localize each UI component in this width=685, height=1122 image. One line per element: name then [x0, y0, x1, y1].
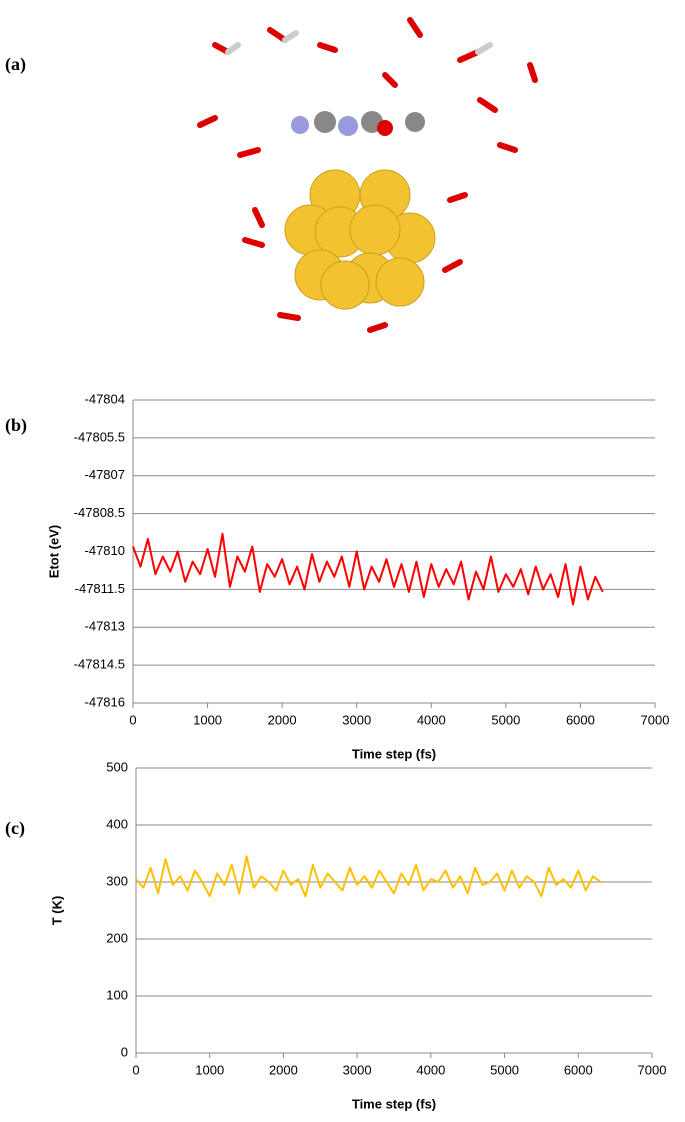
y-tick-label: -47811.5	[75, 581, 125, 596]
x-tick-label: 1000	[195, 1062, 224, 1077]
y-tick-label: 200	[106, 930, 128, 945]
y-axis-title: Etot (eV)	[46, 525, 61, 578]
panel-label: (b)	[5, 415, 27, 436]
x-axis-title: Time step (fs)	[352, 746, 436, 761]
y-tick-label: 400	[106, 816, 128, 831]
y-tick-label: -47813	[85, 619, 125, 634]
x-tick-label: 0	[132, 1062, 139, 1077]
y-axis-title: T (K)	[49, 896, 64, 926]
x-tick-label: 4000	[417, 712, 446, 727]
y-tick-label: -47805.5	[74, 429, 125, 444]
molecular-snapshot	[197, 17, 538, 333]
x-tick-label: 5000	[490, 1062, 519, 1077]
y-tick-label: -47807	[85, 467, 125, 482]
y-tick-label: -47808.5	[74, 505, 125, 520]
x-tick-label: 7000	[641, 712, 670, 727]
x-tick-label: 0	[129, 712, 136, 727]
x-tick-label: 4000	[416, 1062, 445, 1077]
x-tick-label: 6000	[566, 712, 595, 727]
y-tick-label: -47804	[85, 391, 125, 406]
x-tick-label: 6000	[564, 1062, 593, 1077]
x-tick-label: 3000	[342, 712, 371, 727]
x-tick-label: 1000	[193, 712, 222, 727]
x-tick-label: 2000	[268, 712, 297, 727]
data-line	[135, 855, 602, 898]
x-tick-label: 7000	[638, 1062, 667, 1077]
x-tick-label: 5000	[491, 712, 520, 727]
y-tick-label: 100	[106, 987, 128, 1002]
x-tick-label: 3000	[343, 1062, 372, 1077]
y-tick-label: -47816	[85, 694, 125, 709]
data-line	[132, 532, 604, 606]
panel-label: (a)	[5, 54, 26, 75]
y-tick-label: -47810	[85, 543, 125, 558]
panel-label: (c)	[5, 818, 25, 839]
x-tick-label: 2000	[269, 1062, 298, 1077]
x-axis-title: Time step (fs)	[352, 1096, 436, 1111]
y-tick-label: 500	[106, 759, 128, 774]
y-tick-label: 0	[121, 1044, 128, 1059]
y-tick-label: -47814.5	[74, 657, 125, 672]
y-tick-label: 300	[106, 873, 128, 888]
